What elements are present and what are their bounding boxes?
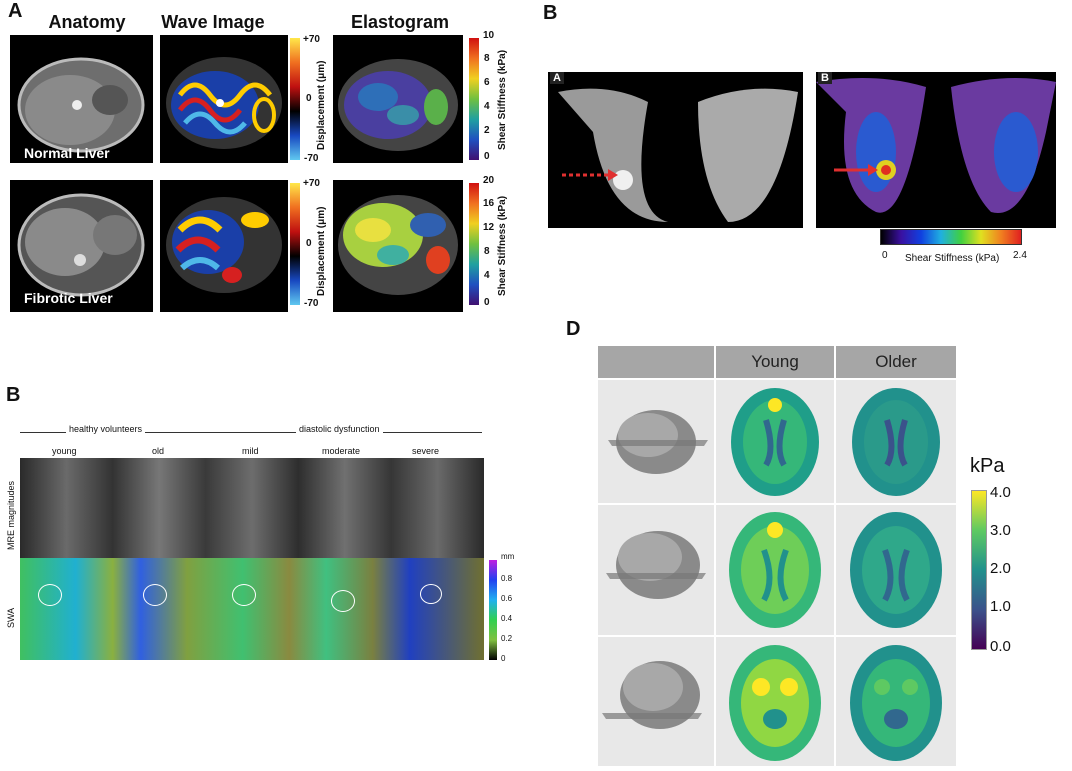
header-wave-image: Wave Image — [161, 12, 265, 32]
elastogram-fibrotic-image — [333, 180, 463, 312]
brain-tick-0: 0.0 — [990, 638, 1011, 655]
col-label-mild: mild — [242, 446, 259, 456]
brain-young-row3 — [716, 637, 834, 766]
displacement-colorbar-top — [290, 38, 300, 160]
anatomy-normal-image: Normal Liver — [10, 35, 153, 163]
breast-sub-label-a: A — [550, 72, 564, 84]
swa-region-circle-3 — [232, 584, 256, 606]
brain-colorbar — [971, 490, 987, 650]
fibrotic-liver-label: Fibrotic Liver — [24, 290, 113, 306]
stiffness-label-bottom: Shear Stiffness (kPa) — [497, 195, 508, 296]
stiff-tick-bottom-12: 12 — [483, 222, 495, 233]
wave-fibrotic-image — [160, 180, 288, 312]
disp-tick-top-max: +70 — [303, 34, 320, 45]
breast-colorbar — [880, 229, 1022, 245]
breast-colorbar-min: 0 — [882, 250, 888, 261]
swa-strip — [20, 558, 484, 660]
brain-young-row1 — [716, 380, 834, 503]
swa-region-circle-2 — [143, 584, 167, 606]
displacement-label-bottom: Displacement (μm) — [316, 206, 327, 296]
stiff-tick-bottom-20: 20 — [483, 175, 495, 186]
disp-tick-bottom-zero: 0 — [306, 238, 312, 249]
brain-tick-2: 2.0 — [990, 560, 1011, 577]
swa-unit: mm — [501, 552, 515, 561]
stiff-tick-top-6: 6 — [484, 77, 490, 88]
swa-colorbar — [489, 560, 497, 660]
brain-tick-1: 1.0 — [990, 598, 1011, 615]
panel-b-heart-letter: B — [6, 384, 21, 406]
stiff-tick-top-0: 0 — [484, 151, 490, 162]
stiff-tick-bottom-8: 8 — [484, 246, 490, 257]
mre-magnitude-strip — [20, 458, 484, 558]
disp-tick-bottom-min: -70 — [304, 298, 319, 309]
header-elastogram: Elastogram — [350, 12, 450, 32]
diastolic-dysfunction-label: diastolic dysfunction — [296, 424, 383, 434]
swa-tick-02: 0.2 — [501, 634, 513, 643]
healthy-volunteers-label: healthy volunteers — [66, 424, 146, 434]
breast-elastogram-image: B — [816, 72, 1056, 228]
brain-colorbar-unit: kPa — [970, 455, 1005, 477]
brain-tick-4: 4.0 — [990, 484, 1011, 501]
swa-region-circle-1 — [38, 584, 62, 606]
stiff-tick-top-10: 10 — [483, 30, 495, 41]
swa-tick-0: 0 — [501, 654, 506, 663]
brain-3d-row3 — [598, 637, 714, 766]
anatomy-fibrotic-image: Fibrotic Liver — [10, 180, 153, 312]
swa-region-circle-5 — [420, 584, 442, 604]
displacement-label-top: Displacement (μm) — [316, 60, 327, 150]
disp-tick-top-zero: 0 — [306, 93, 312, 104]
header-anatomy: Anatomy — [48, 12, 126, 32]
breast-colorbar-label: Shear Stiffness (kPa) — [905, 253, 1000, 264]
breast-colorbar-max: 2.4 — [1013, 250, 1027, 261]
col-label-young: young — [52, 446, 77, 456]
brain-older-row1 — [836, 380, 956, 503]
elastogram-normal-image — [333, 35, 463, 163]
stiff-tick-top-2: 2 — [484, 125, 490, 136]
stiff-tick-top-8: 8 — [484, 53, 490, 64]
breast-anatomy-image: A — [548, 72, 803, 228]
stiffness-label-top: Shear Stiffness (kPa) — [497, 49, 508, 150]
stiff-tick-bottom-4: 4 — [484, 270, 490, 281]
table-header-young: Young — [716, 346, 834, 378]
stiffness-colorbar-top — [469, 38, 479, 160]
row-label-swa: SWA — [6, 607, 16, 628]
brain-older-row3 — [836, 637, 956, 766]
disp-tick-bottom-max: +70 — [303, 178, 320, 189]
displacement-colorbar-bottom — [290, 183, 300, 305]
swa-region-circle-4 — [331, 590, 355, 612]
stiff-tick-top-4: 4 — [484, 101, 490, 112]
panel-b-breast-letter: B — [543, 2, 558, 24]
col-label-severe: severe — [412, 446, 440, 456]
stiff-tick-bottom-0: 0 — [484, 297, 490, 308]
stiffness-colorbar-bottom — [469, 183, 479, 305]
row-label-mre: MRE magnitudes — [6, 480, 16, 550]
table-header-blank — [598, 346, 714, 378]
stiff-tick-bottom-16: 16 — [483, 198, 495, 209]
panel-a-letter: A — [8, 0, 23, 22]
wave-normal-image — [160, 35, 288, 163]
brain-older-row2 — [836, 505, 956, 635]
col-label-moderate: moderate — [322, 446, 361, 456]
brain-tick-3: 3.0 — [990, 522, 1011, 539]
brain-3d-row2 — [598, 505, 714, 635]
panel-d-letter: D — [566, 318, 581, 340]
disp-tick-top-min: -70 — [304, 153, 319, 164]
normal-liver-label: Normal Liver — [24, 145, 110, 161]
breast-sub-label-b: B — [818, 72, 832, 84]
brain-3d-row1 — [598, 380, 714, 503]
brain-young-row2 — [716, 505, 834, 635]
swa-tick-04: 0.4 — [501, 614, 513, 623]
swa-tick-08: 0.8 — [501, 574, 513, 583]
col-label-old: old — [152, 446, 165, 456]
swa-tick-06: 0.6 — [501, 594, 513, 603]
table-header-older: Older — [836, 346, 956, 378]
